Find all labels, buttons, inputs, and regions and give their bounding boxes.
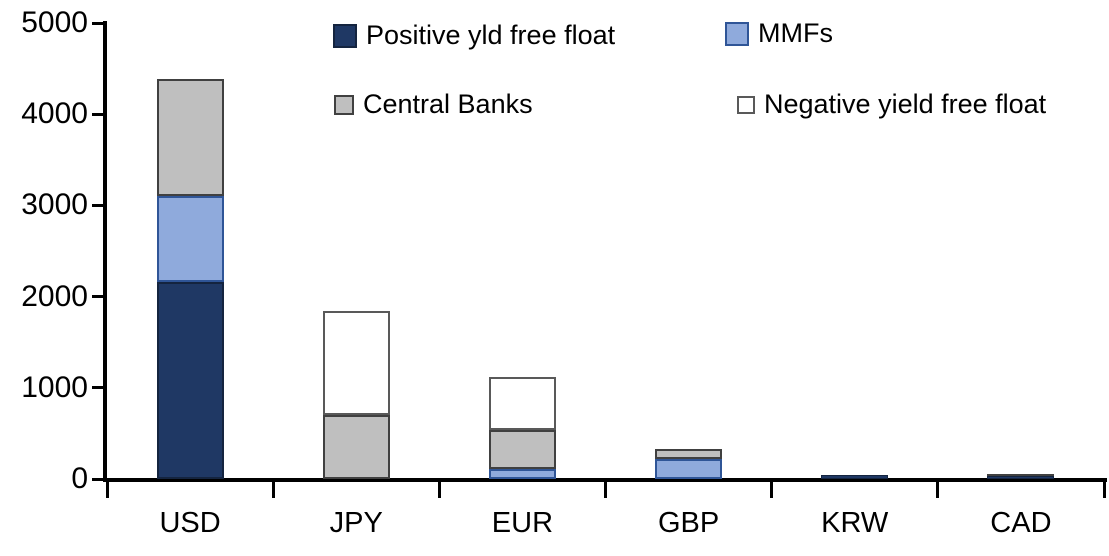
x-tick-3 — [604, 481, 607, 498]
y-tick-label-2000: 2000 — [21, 279, 88, 313]
bar-segment-eur-negative-yield-free-float — [488, 377, 556, 431]
x-category-label-krw: KRW — [821, 507, 889, 539]
x-tick-2 — [437, 481, 441, 498]
y-tick-5000 — [92, 21, 104, 25]
x-tick-4 — [770, 481, 774, 498]
legend-label-negative-yield-free-float: Negative yield free float — [764, 89, 1047, 119]
y-tick-label-4000: 4000 — [21, 97, 88, 131]
legend-item-mmfs: MMFs — [725, 18, 833, 49]
y-axis-line — [103, 21, 107, 482]
y-tick-1000 — [92, 386, 104, 390]
x-tick-0 — [105, 481, 109, 498]
bar-segment-usd-central-banks — [156, 78, 224, 197]
legend-item-central-banks: Central Banks — [334, 89, 533, 120]
x-category-label-gbp: GBP — [657, 507, 720, 539]
x-category-label-usd: USD — [159, 507, 221, 539]
x-tick-6 — [1102, 481, 1106, 498]
legend-label-mmfs: MMFs — [758, 18, 833, 48]
y-tick-label-1000: 1000 — [21, 370, 88, 404]
y-tick-3000 — [92, 203, 104, 207]
x-category-label-eur: EUR — [491, 507, 554, 539]
legend-swatch-negative-yield-free-float — [737, 95, 755, 114]
bar-segment-krw-positive-yld-free-float — [821, 475, 889, 479]
bar-segment-cad-central-banks — [987, 473, 1055, 476]
bar-segment-jpy-negative-yield-free-float — [322, 311, 390, 416]
bar-segment-eur-mmfs — [488, 468, 556, 479]
y-tick-label-0: 0 — [71, 462, 88, 495]
bar-segment-eur-central-banks — [488, 430, 556, 469]
bar-segment-usd-mmfs — [156, 196, 224, 282]
legend-item-negative-yield-free-float: Negative yield free float — [737, 89, 1046, 120]
bar-segment-cad-positive-yld-free-float — [987, 475, 1055, 479]
legend-item-positive-yld-free-float: Positive yld free float — [333, 20, 615, 51]
y-tick-label-5000: 5000 — [21, 6, 88, 39]
y-tick-2000 — [92, 295, 104, 299]
legend-label-positive-yld-free-float: Positive yld free float — [366, 20, 616, 50]
y-tick-4000 — [92, 112, 104, 116]
legend-swatch-mmfs — [725, 21, 749, 46]
bar-segment-jpy-central-banks — [322, 415, 390, 479]
y-tick-label-3000: 3000 — [21, 188, 88, 222]
legend-swatch-positive-yld-free-float — [333, 23, 357, 48]
bar-segment-gbp-central-banks — [655, 448, 723, 460]
bar-segment-gbp-mmfs — [655, 459, 723, 479]
x-axis-line — [103, 478, 1107, 482]
legend-label-central-banks: Central Banks — [363, 89, 533, 119]
legend-swatch-central-banks — [334, 94, 354, 115]
x-category-label-cad: CAD — [990, 507, 1052, 539]
bar-segment-usd-positive-yld-free-float — [156, 282, 224, 479]
x-tick-5 — [936, 481, 940, 498]
x-tick-1 — [271, 481, 275, 498]
y-tick-0 — [92, 477, 104, 481]
x-category-label-jpy: JPY — [329, 507, 383, 539]
